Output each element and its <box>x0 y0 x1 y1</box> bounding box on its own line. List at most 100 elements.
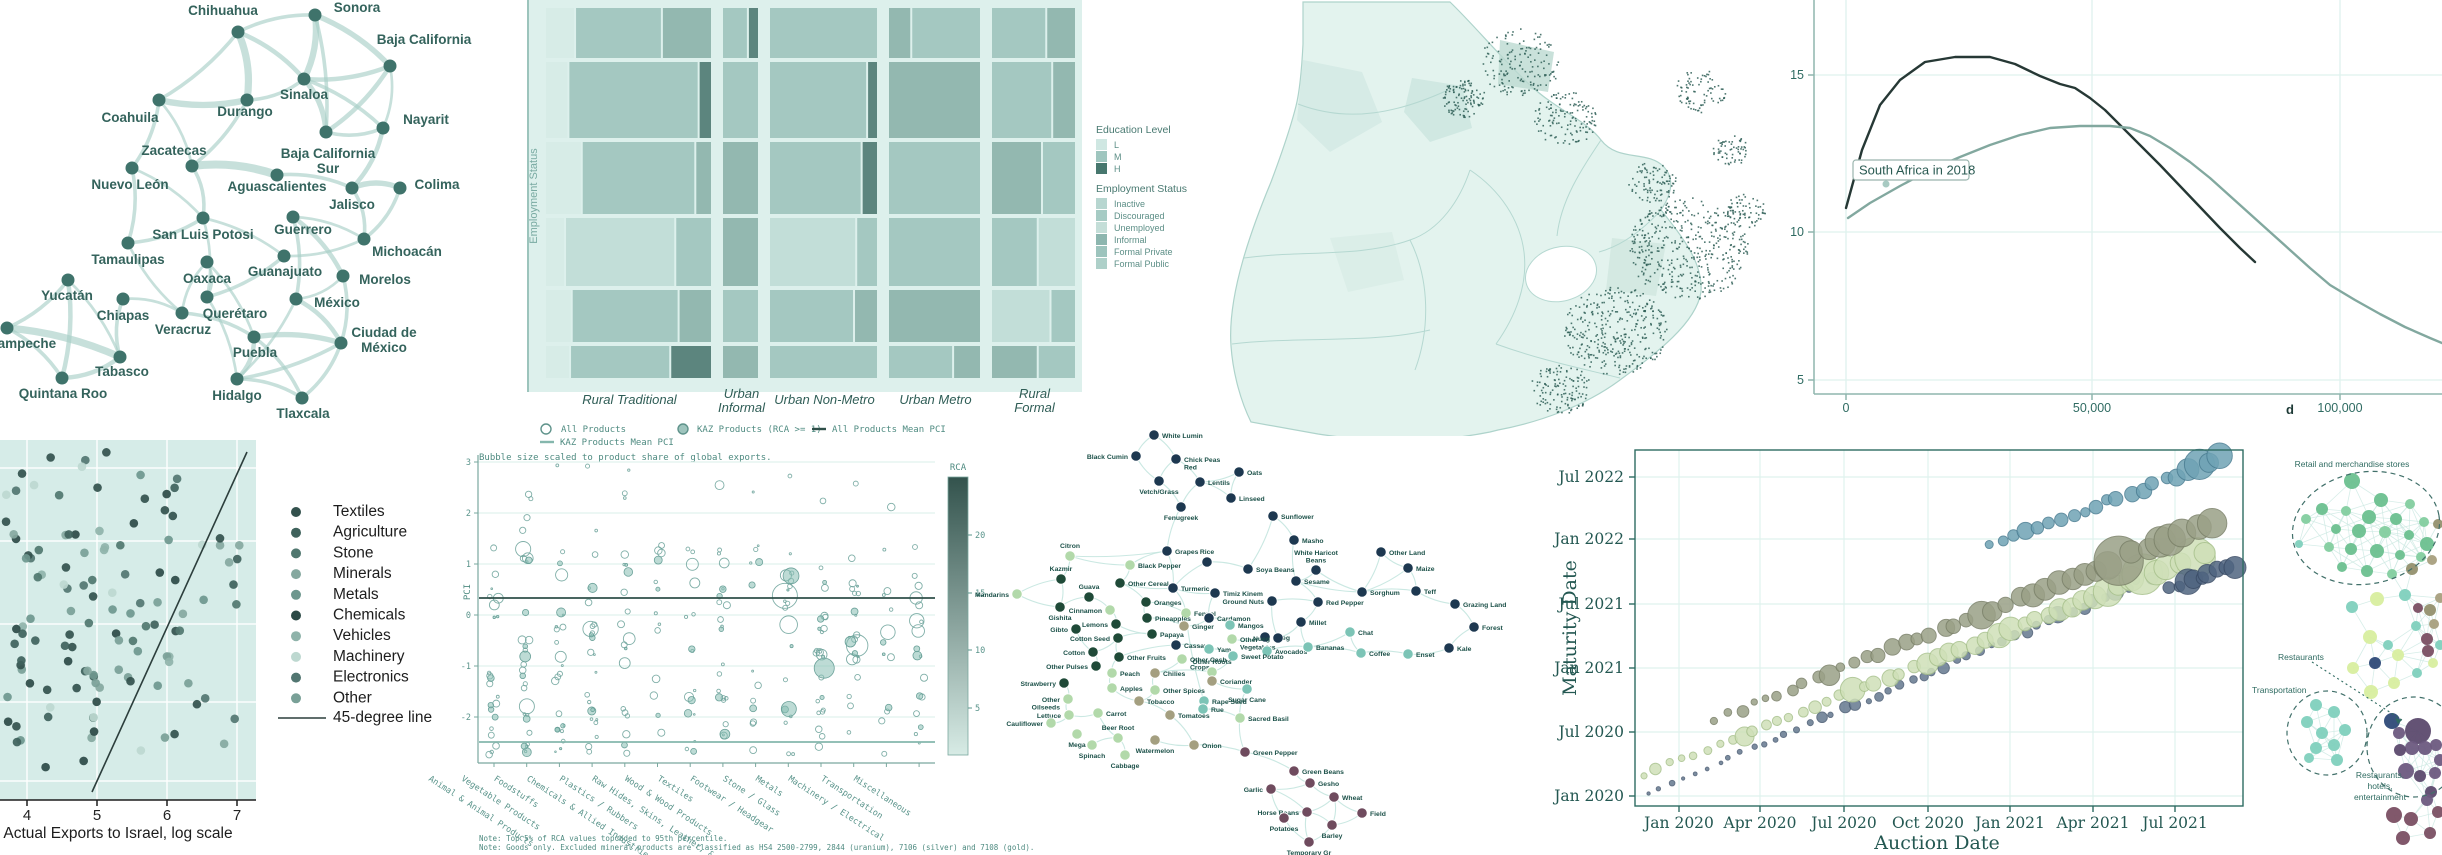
speckle <box>1568 143 1571 145</box>
crop-edge <box>1270 788 1308 813</box>
speckle <box>1448 101 1451 103</box>
speckle <box>1469 102 1472 104</box>
industry-node <box>2427 555 2437 565</box>
crop-label: Lentils <box>1208 480 1230 487</box>
state-node <box>121 236 135 250</box>
speckle <box>1538 120 1540 122</box>
speckle <box>1518 64 1521 67</box>
migration-edge <box>235 341 343 381</box>
speckle <box>1537 52 1540 54</box>
speckle <box>1552 122 1554 125</box>
speckle <box>1720 145 1723 147</box>
speckle <box>1585 105 1588 108</box>
speckle <box>1586 304 1588 307</box>
speckle <box>1582 336 1584 339</box>
speckle <box>1660 206 1663 209</box>
speckle <box>1554 383 1557 385</box>
speckle <box>1571 97 1574 100</box>
auction-bubble <box>1848 656 1861 669</box>
legend-swatch-employment <box>1096 222 1107 233</box>
speckle <box>1686 287 1689 289</box>
x-tick-label: 5 <box>93 807 101 824</box>
speckle <box>1486 74 1489 76</box>
speckle <box>1698 107 1701 109</box>
crop-label: Sorghum <box>1370 590 1400 597</box>
industry-node <box>2347 662 2359 674</box>
speckle <box>1660 311 1662 314</box>
crop-label: Other Cash <box>1190 657 1227 664</box>
speckle <box>1552 94 1555 96</box>
speckle <box>1706 263 1709 266</box>
speckle <box>1720 290 1722 292</box>
speckle <box>1722 267 1725 270</box>
mosaic-tile <box>723 290 758 342</box>
speckle <box>1586 380 1588 382</box>
xlabel-fragment: d <box>2286 402 2294 417</box>
speckle <box>1761 211 1764 214</box>
speckle <box>1679 264 1682 267</box>
industry-node <box>2414 770 2426 782</box>
speckle <box>1455 96 1458 99</box>
speckle-layer <box>1442 28 1766 414</box>
state-label: Yucatán <box>41 288 93 303</box>
speckle <box>1653 166 1656 169</box>
speckle <box>1445 89 1448 91</box>
industry-node <box>2361 565 2373 577</box>
all-product-bubble <box>622 730 631 739</box>
all-product-bubble <box>594 734 599 739</box>
data-point <box>29 480 39 490</box>
speckle <box>1582 403 1584 405</box>
employment-mosaic-plot: Employment Status Rural Traditional Urban… <box>527 0 1082 415</box>
speckle <box>1543 60 1545 63</box>
speckle <box>1544 138 1547 141</box>
speckle <box>1633 229 1635 231</box>
speckle <box>1744 214 1746 216</box>
speckle <box>1697 212 1700 215</box>
speckle <box>1596 303 1599 306</box>
speckle <box>1555 408 1558 411</box>
speckle <box>1682 263 1685 266</box>
speckle <box>1705 258 1707 260</box>
speckle <box>1585 126 1587 128</box>
speckle <box>1477 103 1480 106</box>
speckle <box>1521 90 1523 92</box>
all-product-bubble <box>913 710 920 718</box>
crop-node <box>1167 582 1179 594</box>
y-tick-label: 1 <box>466 560 471 570</box>
speckle <box>1740 146 1743 148</box>
speckle <box>1744 196 1747 198</box>
speckle <box>1585 348 1588 351</box>
speckle <box>1740 243 1742 246</box>
crop-label: Gibto <box>1050 627 1068 634</box>
speckle <box>1653 272 1656 274</box>
speckle <box>1677 275 1680 278</box>
speckle <box>1654 212 1657 214</box>
crop-label: Tomatoes <box>1178 713 1210 720</box>
all-product-bubble <box>754 681 762 690</box>
auction-bubble <box>2162 581 2176 594</box>
speckle <box>1561 396 1563 398</box>
speckle <box>1574 125 1576 127</box>
speckle <box>1576 353 1579 356</box>
speckle <box>1729 148 1732 151</box>
speckle <box>1463 116 1465 119</box>
auction-bubble <box>1668 779 1676 787</box>
speckle <box>1583 311 1586 314</box>
speckle <box>1539 75 1541 78</box>
speckle <box>1738 211 1741 213</box>
speckle <box>1621 338 1624 341</box>
data-point <box>108 605 117 614</box>
speckle <box>1545 384 1547 386</box>
speckle <box>1628 364 1631 367</box>
speckle <box>1462 99 1464 102</box>
data-point <box>12 737 22 747</box>
crop-node <box>1242 563 1254 575</box>
all-product-bubble <box>749 561 753 565</box>
speckle <box>1570 322 1573 325</box>
speckle <box>1470 82 1473 85</box>
speckle <box>1584 397 1587 400</box>
speckle <box>1462 84 1464 87</box>
crop-label: Rape Seed <box>1212 699 1247 706</box>
